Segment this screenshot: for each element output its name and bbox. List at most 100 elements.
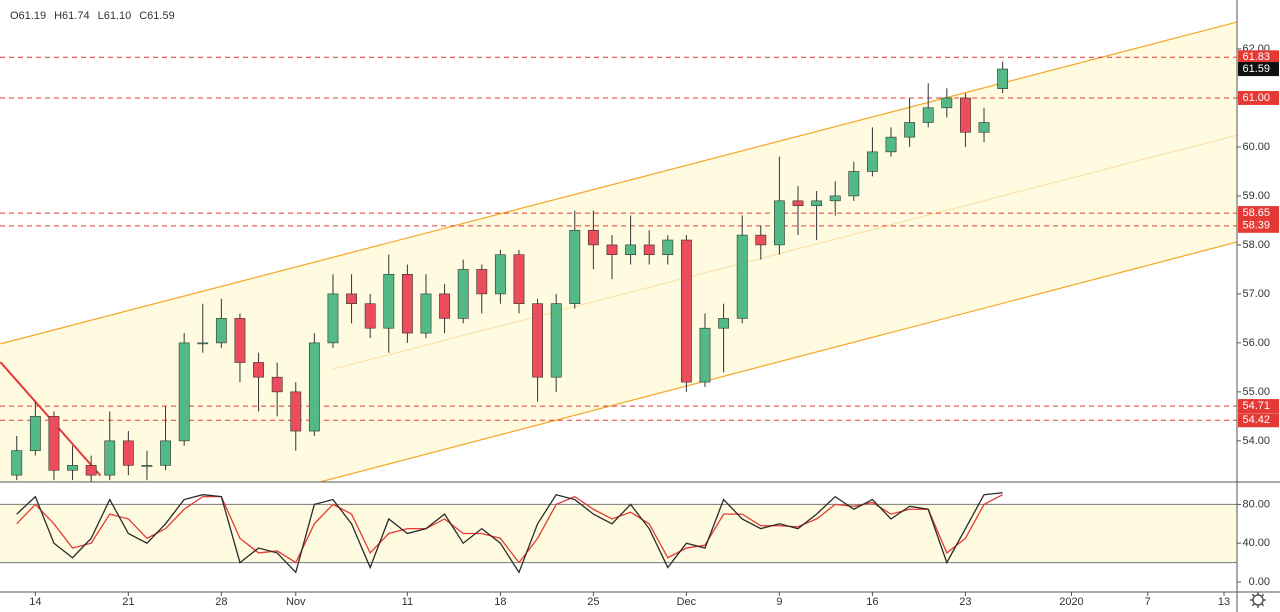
y-tick-label: 55.00 xyxy=(1242,386,1270,398)
candle-body xyxy=(978,122,990,133)
candle-body xyxy=(308,342,320,432)
candle-body xyxy=(885,136,897,153)
band-fill xyxy=(0,504,1237,563)
candle-body xyxy=(866,151,878,172)
candle-body xyxy=(383,274,395,329)
candle-body xyxy=(104,440,116,476)
candle-body xyxy=(67,465,78,471)
candle-body xyxy=(513,254,525,304)
x-tick-label: 23 xyxy=(959,596,971,608)
candle-body xyxy=(997,68,1009,89)
candle-body xyxy=(439,293,450,319)
stochastic-line xyxy=(16,494,1003,564)
y-tick-label: 57.00 xyxy=(1242,288,1270,300)
candle-body xyxy=(680,239,692,383)
candle-body xyxy=(327,293,339,344)
level-label: 61.00 xyxy=(1242,92,1270,104)
stochastic-pane xyxy=(0,492,1237,574)
y-tick-label: 56.00 xyxy=(1242,337,1270,349)
candle-body xyxy=(848,171,860,197)
level-label-box xyxy=(1238,399,1279,414)
candle-body xyxy=(476,269,488,295)
price-pane xyxy=(0,21,1237,482)
x-tick-label: 21 xyxy=(122,596,134,608)
x-tick-label: 7 xyxy=(1145,596,1151,608)
level-label-box xyxy=(1238,90,1279,105)
candle-body xyxy=(346,293,357,304)
candle-body xyxy=(234,318,246,363)
level-label: 61.83 xyxy=(1242,51,1270,63)
ohlc-value: L61.10 xyxy=(98,10,132,22)
ohlc-value: H61.74 xyxy=(54,10,89,22)
x-tick-label: 2020 xyxy=(1059,596,1083,608)
y-tick-label: 80.00 xyxy=(1242,498,1270,510)
candle-body xyxy=(532,303,543,378)
level-label-box xyxy=(1238,413,1279,428)
level-label-box xyxy=(1238,206,1279,221)
y-tick-label: 54.00 xyxy=(1242,435,1270,447)
last-price-label: 61.59 xyxy=(1242,63,1270,75)
channel-lower xyxy=(319,241,1237,482)
candle-body xyxy=(550,303,562,378)
x-tick-label: 16 xyxy=(866,596,878,608)
settings-icon[interactable] xyxy=(1250,592,1266,608)
candle-body xyxy=(29,416,41,451)
candle-body xyxy=(253,362,264,378)
x-tick-label: 18 xyxy=(494,596,506,608)
candle-body xyxy=(364,303,376,329)
x-tick-label: 14 xyxy=(29,596,41,608)
level-label: 58.39 xyxy=(1242,220,1270,232)
candle-body xyxy=(718,318,730,329)
candle-body xyxy=(922,107,934,123)
ohlc-value: C61.59 xyxy=(139,10,174,22)
y-tick-label: 0.00 xyxy=(1249,576,1270,588)
level-label: 54.71 xyxy=(1242,400,1270,412)
candle-body xyxy=(457,269,469,319)
candle-body xyxy=(160,440,171,466)
x-tick-label: Dec xyxy=(677,596,697,608)
candle-body xyxy=(85,465,97,476)
candle-body xyxy=(401,274,413,334)
x-tick-label: Nov xyxy=(286,596,306,608)
candle-body xyxy=(811,200,823,207)
level-label: 54.42 xyxy=(1242,414,1270,426)
candle-body xyxy=(290,391,302,432)
candle-body xyxy=(141,465,153,467)
candle-body xyxy=(960,97,971,133)
candle-body xyxy=(197,342,209,345)
candle-body xyxy=(11,450,23,476)
level-label-box xyxy=(1238,218,1279,233)
candle-body xyxy=(215,318,227,344)
candle-body xyxy=(122,440,134,466)
x-tick-label: 28 xyxy=(215,596,227,608)
y-tick-label: 58.00 xyxy=(1242,239,1270,251)
candle-body xyxy=(755,234,767,246)
ohlc-value: O61.19 xyxy=(10,10,46,22)
candle-body xyxy=(829,195,841,202)
candle-body xyxy=(420,293,432,334)
candle-body xyxy=(736,234,748,319)
ohlc-legend: O61.19 H61.74 L61.10 C61.59 xyxy=(10,10,175,22)
candle-body xyxy=(494,254,506,295)
candle-body xyxy=(178,342,190,442)
candle-body xyxy=(606,244,618,256)
candle-body xyxy=(271,376,283,393)
candle-body xyxy=(643,244,655,256)
channel-upper xyxy=(0,21,1237,345)
stochastic-line xyxy=(16,492,1003,574)
last-price-label-box xyxy=(1238,62,1279,77)
x-tick-label: 13 xyxy=(1218,596,1230,608)
level-label-box xyxy=(1238,50,1279,65)
candle-body xyxy=(941,97,953,109)
y-tick-label: 40.00 xyxy=(1242,537,1270,549)
candle-body xyxy=(792,200,804,207)
candle-body xyxy=(569,229,581,304)
candle-body xyxy=(587,229,599,246)
candle-body xyxy=(662,239,674,256)
candle-body xyxy=(904,122,916,138)
candle-body xyxy=(48,416,60,471)
channel-middle xyxy=(330,134,1237,371)
candle-body xyxy=(699,327,711,383)
candle-body xyxy=(625,244,637,256)
